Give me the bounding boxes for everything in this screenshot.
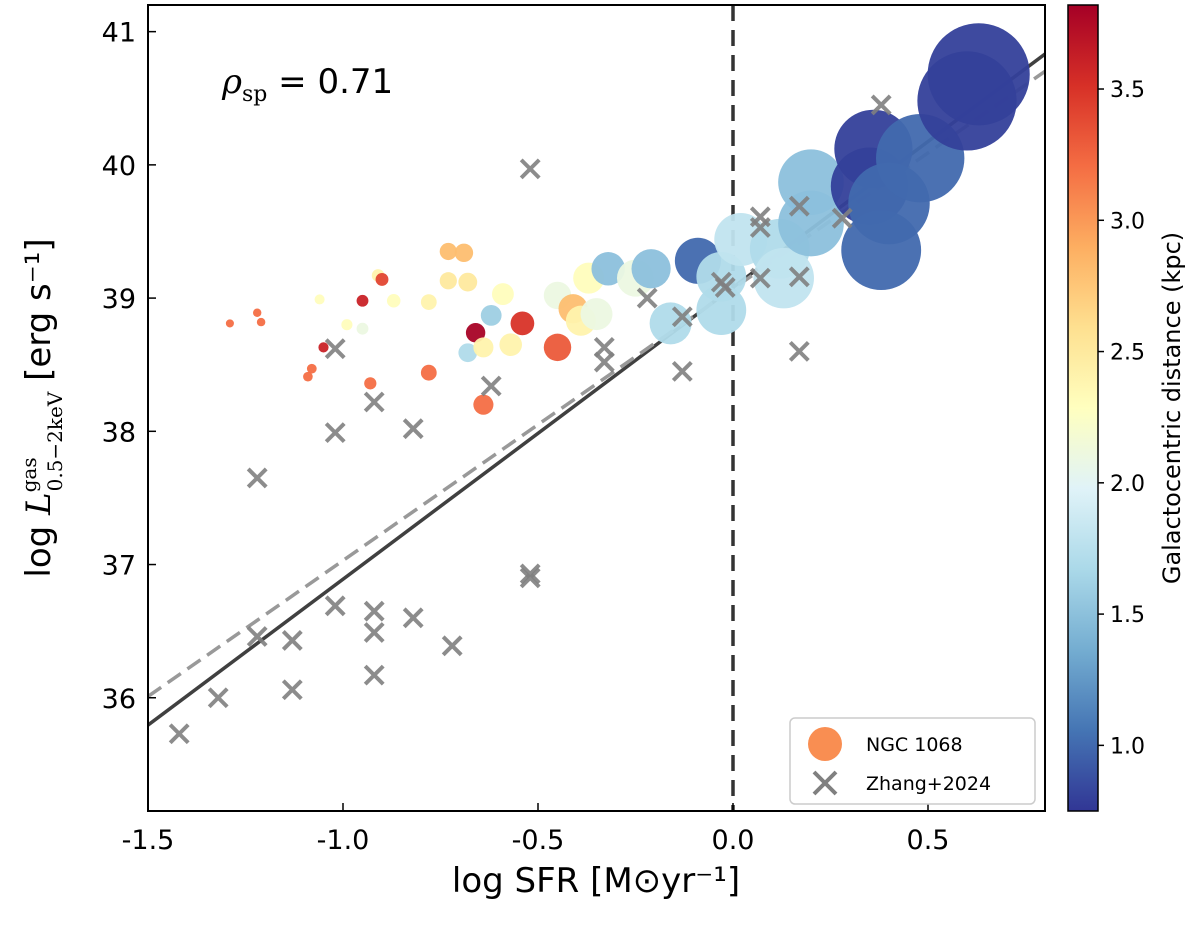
y-tick-label: 38 bbox=[102, 417, 136, 448]
ngc1068-point bbox=[696, 285, 747, 335]
ngc1068-point bbox=[473, 394, 494, 415]
zhang2024-point bbox=[749, 217, 771, 238]
x-tick-label: -0.5 bbox=[512, 825, 565, 856]
zhang2024-point bbox=[246, 626, 268, 647]
legend-label-ngc1068: NGC 1068 bbox=[866, 734, 963, 756]
ngc1068-point bbox=[580, 298, 613, 331]
ngc1068-point bbox=[252, 308, 262, 317]
rho-annotation: ρsp = 0.71 bbox=[221, 62, 393, 107]
zhang2024-point bbox=[480, 375, 502, 397]
zhang2024-point bbox=[671, 360, 693, 382]
zhang2024-point bbox=[324, 338, 346, 360]
ngc1068-point bbox=[420, 364, 437, 381]
zhang2024-point bbox=[168, 723, 190, 745]
y-tick-label: 36 bbox=[102, 684, 136, 715]
zhang2024-point bbox=[402, 418, 424, 440]
ngc1068-point bbox=[458, 343, 478, 363]
zhang2024-point bbox=[324, 422, 346, 444]
ngc1068-point bbox=[465, 323, 486, 343]
colorbar-tick-label: 3.5 bbox=[1110, 78, 1145, 103]
x-tick-label: -1.0 bbox=[317, 825, 370, 856]
x-tick-label: 0.0 bbox=[712, 825, 755, 856]
zhang2024-point bbox=[363, 664, 385, 686]
ngc1068-point bbox=[375, 273, 389, 286]
ngc1068-point bbox=[303, 371, 313, 382]
ngc1068-point bbox=[480, 305, 502, 326]
zhang2024-point bbox=[281, 630, 303, 651]
y-tick-label: 41 bbox=[102, 18, 136, 49]
zhang2024-point bbox=[363, 622, 385, 643]
zhang2024-point bbox=[749, 267, 771, 289]
zhang2024-point bbox=[831, 207, 853, 229]
zhang2024-point bbox=[246, 467, 268, 489]
zhang2024-point bbox=[788, 266, 810, 288]
x-axis-label: log SFR [M⊙yr⁻¹] bbox=[452, 861, 740, 901]
zhang2024-point bbox=[788, 195, 810, 217]
ngc1068-point bbox=[753, 247, 814, 309]
zhang2024-point bbox=[402, 607, 424, 629]
fit-line-dashed bbox=[148, 69, 1045, 698]
ngc1068-point bbox=[543, 333, 572, 362]
zhang2024-point bbox=[870, 94, 892, 116]
ngc1068-point bbox=[314, 294, 325, 305]
ngc1068-point bbox=[927, 23, 1030, 126]
ngc1068-point bbox=[458, 272, 478, 292]
ngc1068-point bbox=[649, 302, 692, 345]
ngc1068-point bbox=[439, 242, 457, 261]
ngc1068-point bbox=[631, 249, 671, 289]
y-axis-label: log Lgas 0.5−2keV [erg s⁻¹] bbox=[17, 238, 67, 577]
legend: NGC 1068 Zhang+2024 bbox=[789, 717, 1036, 805]
zhang2024-point bbox=[363, 600, 385, 622]
zhang2024-point bbox=[636, 287, 658, 309]
ngc1068-point bbox=[778, 190, 844, 257]
colorbar-tick-label: 2.0 bbox=[1110, 472, 1145, 497]
colorbar-tick-label: 1.0 bbox=[1110, 734, 1145, 759]
ngc1068-point bbox=[454, 243, 474, 263]
zhang2024-point bbox=[281, 679, 303, 701]
x-tick-label: 0.5 bbox=[907, 825, 950, 856]
ngc1068-point bbox=[420, 294, 437, 310]
zhang2024-point bbox=[441, 635, 463, 657]
legend-marker-ngc1068 bbox=[808, 727, 842, 761]
legend-label-zhang: Zhang+2024 bbox=[866, 773, 991, 795]
ngc1068-point bbox=[356, 322, 369, 335]
zhang2024-point bbox=[519, 563, 541, 585]
zhang2024-point bbox=[788, 340, 810, 362]
zhang2024-point bbox=[519, 567, 541, 589]
y-tick-label: 39 bbox=[102, 284, 136, 315]
ngc1068-point bbox=[256, 317, 266, 327]
zhang2024-point bbox=[593, 351, 615, 373]
ngc1068-point bbox=[364, 377, 377, 390]
ngc1068-point bbox=[591, 252, 625, 286]
ngc1068-point bbox=[439, 272, 457, 290]
ngc1068-point bbox=[306, 363, 317, 374]
y-tick-label: 37 bbox=[102, 551, 136, 582]
ngc1068-point bbox=[499, 333, 523, 357]
y-tick-label: 40 bbox=[102, 151, 136, 182]
ngc1068-point bbox=[386, 293, 401, 308]
colorbar-tick-label: 2.5 bbox=[1110, 341, 1145, 366]
x-tick-label: -1.5 bbox=[122, 825, 175, 856]
ngc1068-point bbox=[356, 294, 369, 307]
colorbar bbox=[1067, 4, 1099, 812]
zhang2024-point bbox=[324, 595, 346, 617]
ngc1068-point bbox=[318, 342, 329, 353]
zhang2024-point bbox=[207, 687, 229, 709]
legend-marker-zhang bbox=[812, 770, 838, 796]
plot-frame bbox=[147, 4, 1046, 812]
ngc1068-point bbox=[473, 337, 494, 358]
ngc1068-point bbox=[491, 283, 514, 306]
colorbar-tick-label: 1.5 bbox=[1110, 603, 1145, 628]
colorbar-tick-label: 3.0 bbox=[1110, 209, 1145, 234]
zhang2024-point bbox=[519, 158, 541, 180]
zhang2024-point bbox=[714, 277, 736, 298]
zhang2024-point bbox=[671, 306, 693, 328]
ngc1068-point bbox=[341, 319, 353, 331]
colorbar-label: Galactocentric distance (kpc) bbox=[1158, 232, 1186, 584]
zhang2024-point bbox=[363, 391, 385, 413]
ngc1068-point bbox=[225, 319, 234, 328]
ngc1068-point bbox=[510, 311, 535, 336]
